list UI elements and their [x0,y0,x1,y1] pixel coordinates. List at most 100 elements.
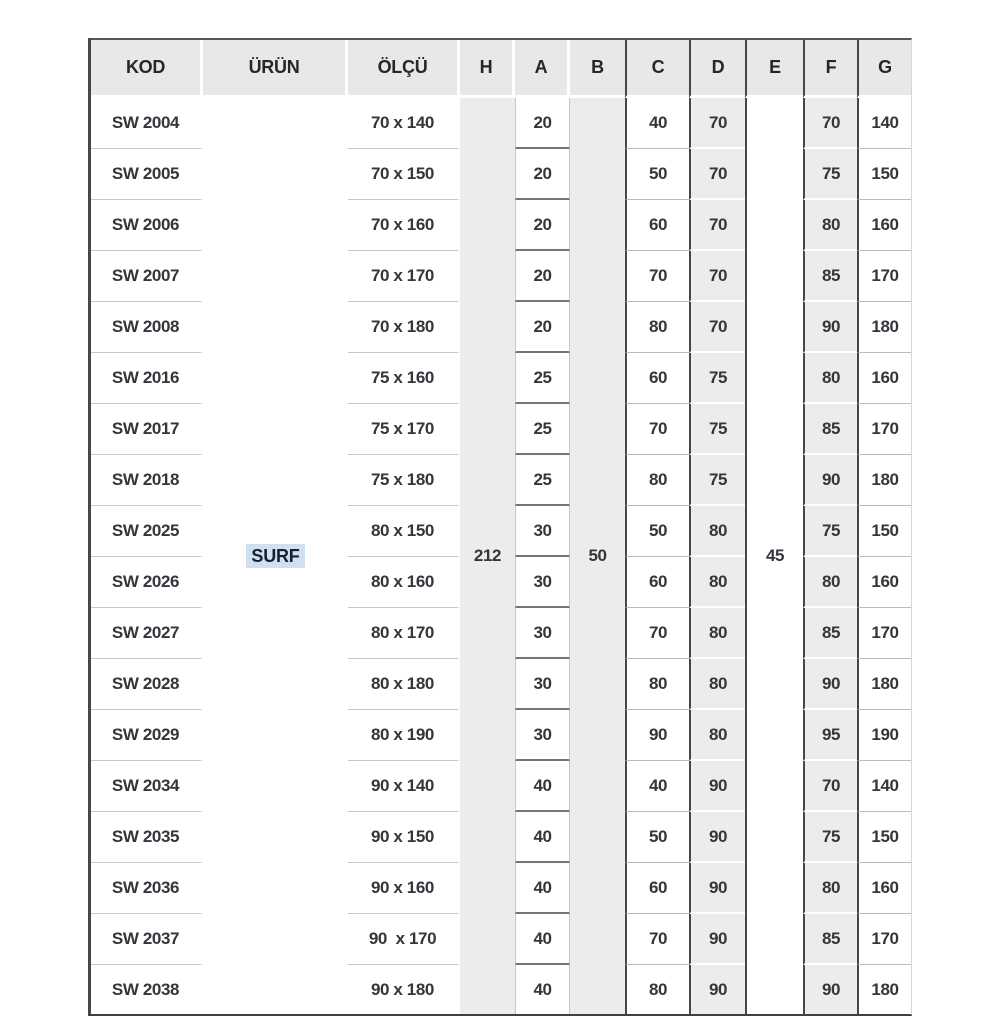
value-cell-d: 90 [689,914,745,965]
kod-cell: SW 2026 [91,557,203,608]
olcu-cell: 80 x 170 [348,608,460,659]
table-row: SW 2034 90 x 140 40 40 90 70 140 [91,761,911,812]
value-cell-d: 70 [689,200,745,251]
header-cell-urun: ÜRÜN [203,40,348,98]
table-row: SW 2025 80 x 150 30 50 80 75 150 [91,506,911,557]
table-row: SW 2018 75 x 180 25 80 75 90 180 [91,455,911,506]
olcu-cell: 80 x 150 [348,506,460,557]
header-cell-kod: KOD [91,40,203,98]
table-row: SW 2007 70 x 170 20 70 70 85 170 [91,251,911,302]
kod-cell: SW 2034 [91,761,203,812]
value-cell-a: 30 [515,608,570,659]
olcu-cell: 90 x 140 [348,761,460,812]
value-cell-c: 60 [625,353,689,404]
value-cell-f: 80 [803,200,857,251]
value-cell-g: 170 [857,251,911,302]
value-cell-d: 70 [689,251,745,302]
product-spec-table: KOD ÜRÜN ÖLÇÜ H A B C D E F G SW 2004 SUR… [88,38,912,1016]
table-row: SW 2029 80 x 190 30 90 80 95 190 [91,710,911,761]
olcu-cell: 70 x 160 [348,200,460,251]
olcu-cell: 75 x 160 [348,353,460,404]
value-cell-a: 40 [515,761,570,812]
header-cell-d: D [689,40,745,98]
table-row: SW 2035 90 x 150 40 50 90 75 150 [91,812,911,863]
header-cell-c: C [625,40,689,98]
value-cell-f: 85 [803,251,857,302]
value-cell-f: 90 [803,455,857,506]
value-cell-f: 95 [803,710,857,761]
olcu-cell: 80 x 160 [348,557,460,608]
kod-cell: SW 2008 [91,302,203,353]
surf-product-label: SURF [246,543,305,568]
table-row: SW 2005 70 x 150 20 50 70 75 150 [91,149,911,200]
value-cell-d: 75 [689,404,745,455]
table-row: SW 2017 75 x 170 25 70 75 85 170 [91,404,911,455]
value-cell-d: 90 [689,863,745,914]
olcu-cell: 70 x 170 [348,251,460,302]
value-cell-a: 40 [515,914,570,965]
e-merged-cell: 45 [745,98,803,1014]
value-cell-a: 20 [515,302,570,353]
value-cell-a: 25 [515,455,570,506]
table-row: SW 2028 80 x 180 30 80 80 90 180 [91,659,911,710]
header-cell-f: F [803,40,857,98]
kod-cell: SW 2017 [91,404,203,455]
value-cell-d: 70 [689,98,745,149]
header-cell-b: B [570,40,625,98]
value-cell-c: 50 [625,149,689,200]
value-cell-d: 80 [689,608,745,659]
olcu-cell: 70 x 150 [348,149,460,200]
value-cell-g: 150 [857,812,911,863]
value-cell-a: 20 [515,251,570,302]
value-cell-f: 75 [803,506,857,557]
value-cell-d: 80 [689,659,745,710]
header-cell-olcu: ÖLÇÜ [348,40,460,98]
olcu-cell: 70 x 140 [348,98,460,149]
value-cell-c: 60 [625,200,689,251]
table-row: SW 2026 80 x 160 30 60 80 80 160 [91,557,911,608]
olcu-cell: 90 x 170 [348,914,460,965]
header-cell-h: H [460,40,515,98]
kod-cell: SW 2036 [91,863,203,914]
value-cell-c: 40 [625,98,689,149]
kod-cell: SW 2025 [91,506,203,557]
value-cell-g: 180 [857,302,911,353]
table-row: SW 2006 70 x 160 20 60 70 80 160 [91,200,911,251]
table-row: SW 2036 90 x 160 40 60 90 80 160 [91,863,911,914]
kod-cell: SW 2005 [91,149,203,200]
value-cell-a: 40 [515,812,570,863]
value-cell-a: 30 [515,710,570,761]
table-row: SW 2004 SURF 70 x 140 212 20 50 40 70 45 70 140 [91,98,911,1014]
table-row: SW 2008 70 x 180 20 80 70 90 180 [91,302,911,353]
value-cell-a: 20 [515,149,570,200]
value-cell-g: 160 [857,863,911,914]
olcu-cell: 75 x 180 [348,455,460,506]
value-cell-g: 170 [857,914,911,965]
value-cell-f: 70 [803,98,857,149]
kod-cell: SW 2029 [91,710,203,761]
value-cell-f: 75 [803,149,857,200]
value-cell-c: 60 [625,863,689,914]
value-cell-f: 80 [803,353,857,404]
header-cell-g: G [857,40,911,98]
olcu-cell: 90 x 150 [348,812,460,863]
value-cell-c: 60 [625,557,689,608]
header-cell-a: A [515,40,570,98]
value-cell-g: 160 [857,353,911,404]
value-cell-f: 85 [803,404,857,455]
kod-cell: SW 2006 [91,200,203,251]
kod-cell: SW 2016 [91,353,203,404]
value-cell-g: 170 [857,404,911,455]
value-cell-a: 30 [515,659,570,710]
value-cell-g: 180 [857,659,911,710]
value-cell-f: 70 [803,761,857,812]
value-cell-d: 70 [689,302,745,353]
value-cell-a: 30 [515,506,570,557]
table-header: KOD ÜRÜN ÖLÇÜ H A B C D E F G [91,40,911,98]
value-cell-d: 90 [689,761,745,812]
value-cell-c: 70 [625,251,689,302]
value-cell-g: 140 [857,761,911,812]
value-cell-f: 80 [803,863,857,914]
value-cell-f: 85 [803,608,857,659]
table-row: SW 2027 80 x 170 30 70 80 85 170 [91,608,911,659]
